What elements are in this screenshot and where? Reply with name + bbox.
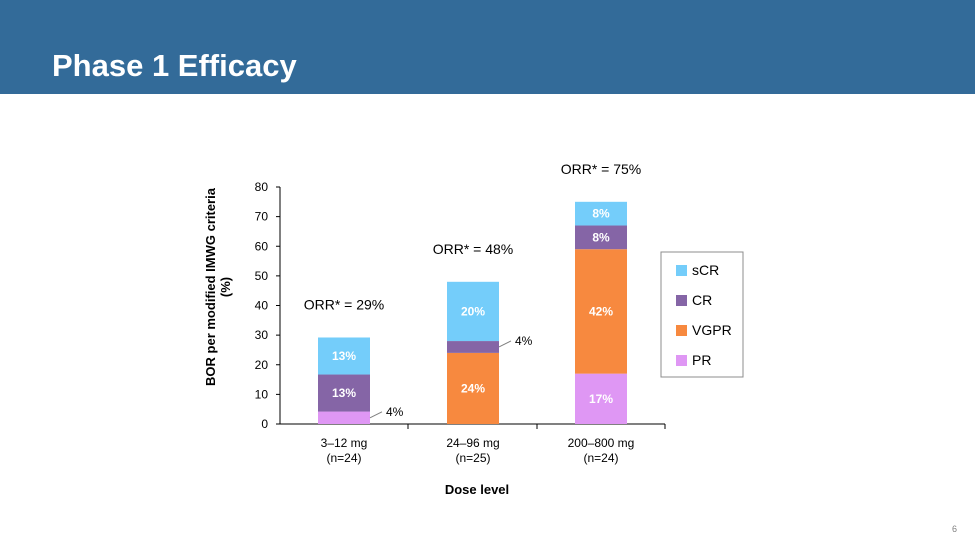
data-label: 24% [461, 381, 485, 395]
page-number: 6 [951, 524, 957, 534]
data-label: 8% [592, 207, 610, 221]
bar-vgpr-3 [575, 249, 627, 374]
y-axis-title: (%) [218, 277, 233, 297]
x-tick-label: (n=24) [583, 451, 618, 465]
y-tick-label: 50 [255, 269, 269, 283]
x-tick-label: 3–12 mg [321, 436, 368, 450]
x-tick-label: (n=24) [326, 451, 361, 465]
bar-pr-1 [318, 411, 370, 424]
bar-cr-1 [318, 374, 370, 412]
y-tick-label: 80 [255, 180, 269, 194]
data-label: 42% [589, 304, 613, 318]
data-label: 20% [461, 304, 485, 318]
data-label: 13% [332, 386, 356, 400]
slide-title: Phase 1 Efficacy [52, 48, 297, 83]
legend-label-vgpr: VGPR [692, 322, 732, 338]
leader-line [369, 411, 383, 419]
data-label: 8% [592, 230, 610, 244]
legend-label-scr: sCR [692, 262, 719, 278]
y-tick-label: 0 [261, 417, 268, 431]
x-tick-label: (n=25) [455, 451, 490, 465]
legend-swatch-cr [676, 295, 687, 306]
bar-pr-3 [575, 373, 627, 424]
y-tick-label: 30 [255, 328, 269, 342]
data-label: 4% [386, 405, 404, 419]
x-axis-title: Dose level [445, 482, 509, 497]
x-tick-label: 24–96 mg [446, 436, 499, 450]
x-tick-label: 200–800 mg [568, 436, 635, 450]
legend-swatch-vgpr [676, 325, 687, 336]
legend-label-pr: PR [692, 352, 711, 368]
bar-scr-2 [447, 281, 499, 342]
bar-scr-3 [575, 201, 627, 226]
data-label: 17% [589, 392, 613, 406]
bar-scr-1 [318, 337, 370, 375]
legend-box [660, 251, 744, 378]
bar-cr-3 [575, 225, 627, 250]
legend-swatch-pr [676, 355, 687, 366]
title-bar: Phase 1 Efficacy [0, 0, 975, 94]
orr-annotation: ORR* = 75% [561, 161, 642, 177]
leader-line [498, 340, 512, 348]
bar-vgpr-2 [447, 352, 499, 424]
legend-label-cr: CR [692, 292, 712, 308]
y-tick-label: 10 [255, 387, 269, 401]
y-tick-label: 70 [255, 210, 269, 224]
data-label: 13% [332, 349, 356, 363]
y-axis-title: BOR per modified IMWG criteria [203, 187, 218, 386]
bar-cr-2 [447, 341, 499, 353]
orr-annotation: ORR* = 29% [304, 296, 385, 312]
y-tick-label: 60 [255, 239, 269, 253]
orr-annotation: ORR* = 48% [433, 241, 514, 257]
y-tick-label: 20 [255, 358, 269, 372]
legend-swatch-scr [676, 265, 687, 276]
y-tick-label: 40 [255, 299, 269, 313]
data-label: 4% [515, 334, 533, 348]
